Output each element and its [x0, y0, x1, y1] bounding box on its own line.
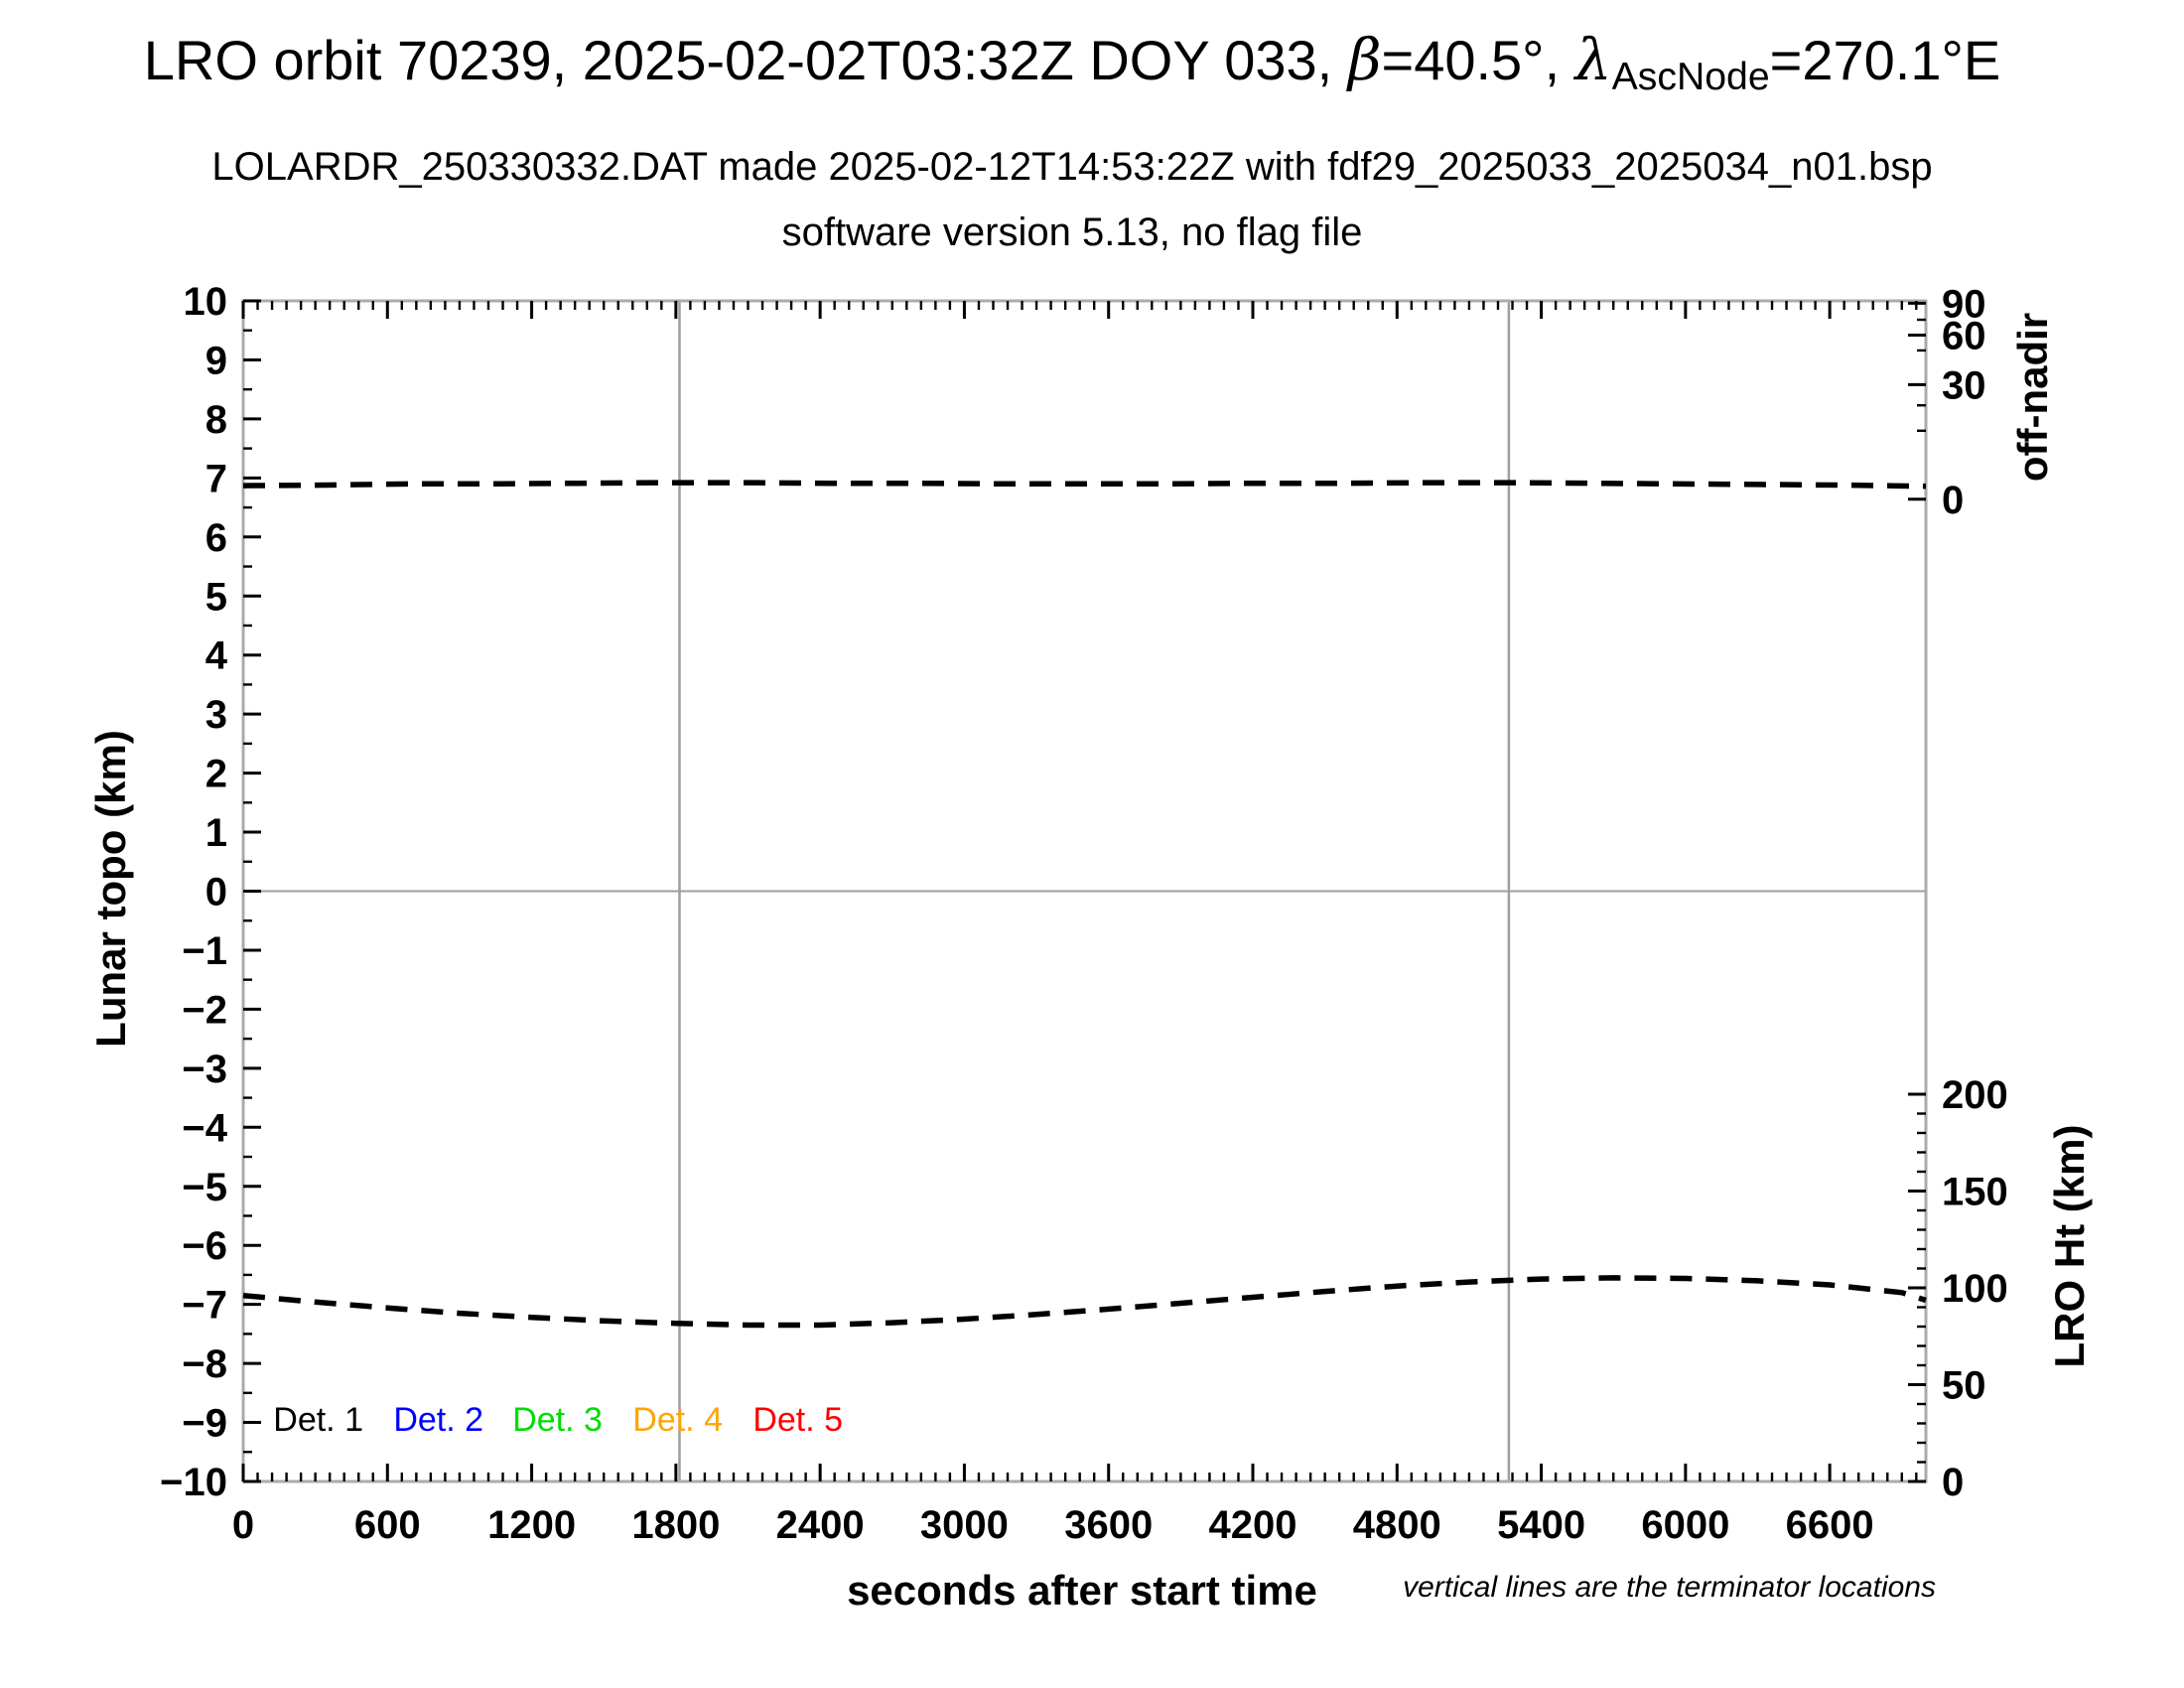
lroht-tick-label: 0 — [1942, 1461, 1964, 1504]
chart-title: LRO orbit 70239, 2025-02-02T03:32Z DOY 0… — [0, 26, 2144, 99]
x-tick-label: 6000 — [1641, 1503, 1729, 1547]
x-tick-label: 2400 — [776, 1503, 865, 1547]
y-tick-label: −1 — [182, 929, 227, 973]
offnadir-tick-label: 30 — [1942, 363, 1986, 407]
data-file-subtitle: LOLARDR_250330332.DAT made 2025-02-12T14… — [211, 145, 1933, 189]
y-tick-label: −4 — [182, 1106, 227, 1150]
y-tick-label: 6 — [205, 516, 227, 560]
terminator-footnote: vertical lines are the terminator locati… — [1403, 1571, 1936, 1604]
y-tick-label: −2 — [182, 988, 227, 1032]
lroht-tick-label: 100 — [1942, 1267, 2008, 1311]
x-tick-label: 3000 — [920, 1503, 1009, 1547]
x-axis-title: seconds after start time — [847, 1567, 1317, 1614]
lambda-symbol: λ — [1574, 26, 1612, 93]
y-tick-label: −7 — [182, 1284, 227, 1328]
y-tick-label: −8 — [182, 1342, 227, 1386]
y-tick-label: 3 — [205, 693, 227, 737]
off-nadir-angle-curve — [242, 480, 1927, 490]
legend-item-det-4: Det. 4 — [632, 1400, 723, 1439]
y-tick-label: −6 — [182, 1224, 227, 1268]
title-subscript: AscNode — [1611, 55, 1770, 98]
y-tick-label: 10 — [184, 280, 228, 324]
y-tick-label: 1 — [205, 811, 227, 855]
x-tick-label: 600 — [354, 1503, 421, 1547]
y-tick-label: 9 — [205, 339, 227, 382]
spacecraft-height-curve — [242, 1275, 1927, 1329]
y-tick-label: 2 — [205, 753, 227, 796]
y-tick-label: 0 — [205, 871, 227, 914]
x-tick-label: 0 — [232, 1503, 254, 1547]
offnadir-tick-label: 60 — [1942, 314, 1986, 357]
y-tick-label: −9 — [182, 1402, 227, 1446]
legend-item-det-3: Det. 3 — [512, 1400, 603, 1439]
x-tick-label: 6600 — [1786, 1503, 1874, 1547]
y-tick-label: 7 — [205, 457, 227, 500]
offnadir-tick-label: 0 — [1942, 479, 1964, 522]
x-tick-label: 5400 — [1497, 1503, 1585, 1547]
x-tick-label: 4200 — [1209, 1503, 1297, 1547]
title-text-1: LRO orbit 70239, 2025-02-02T03:32Z DOY 0… — [143, 29, 1348, 91]
y-left-axis-title: Lunar topo (km) — [87, 730, 134, 1048]
legend-item-det-2: Det. 2 — [393, 1400, 484, 1439]
lro-height-axis-title: LRO Ht (km) — [2046, 1124, 2093, 1368]
offnadir-tick-label: 90 — [1942, 282, 1986, 326]
y-tick-label: −10 — [160, 1461, 227, 1504]
x-tick-label: 1800 — [631, 1503, 720, 1547]
software-version-line: software version 5.13, no flag file — [781, 211, 1363, 254]
legend-item-det-1: Det. 1 — [273, 1400, 363, 1439]
title-text-2: =40.5°, — [1381, 29, 1575, 91]
title-text-3: =270.1°E — [1769, 29, 2001, 91]
x-tick-label: 3600 — [1064, 1503, 1153, 1547]
y-tick-label: 8 — [205, 398, 227, 442]
lroht-tick-label: 200 — [1942, 1073, 2008, 1117]
beta-symbol: β — [1347, 26, 1382, 93]
y-tick-label: −5 — [182, 1166, 227, 1209]
legend-item-det-5: Det. 5 — [752, 1400, 844, 1439]
y-tick-label: −3 — [182, 1048, 227, 1091]
y-tick-label: 5 — [205, 575, 227, 619]
x-tick-label: 1200 — [487, 1503, 576, 1547]
lroht-tick-label: 150 — [1942, 1171, 2008, 1214]
off-nadir-axis-title: off-nadir — [2009, 312, 2056, 483]
y-tick-label: 4 — [205, 634, 228, 678]
lroht-tick-label: 50 — [1942, 1364, 1986, 1408]
x-tick-label: 4800 — [1353, 1503, 1441, 1547]
